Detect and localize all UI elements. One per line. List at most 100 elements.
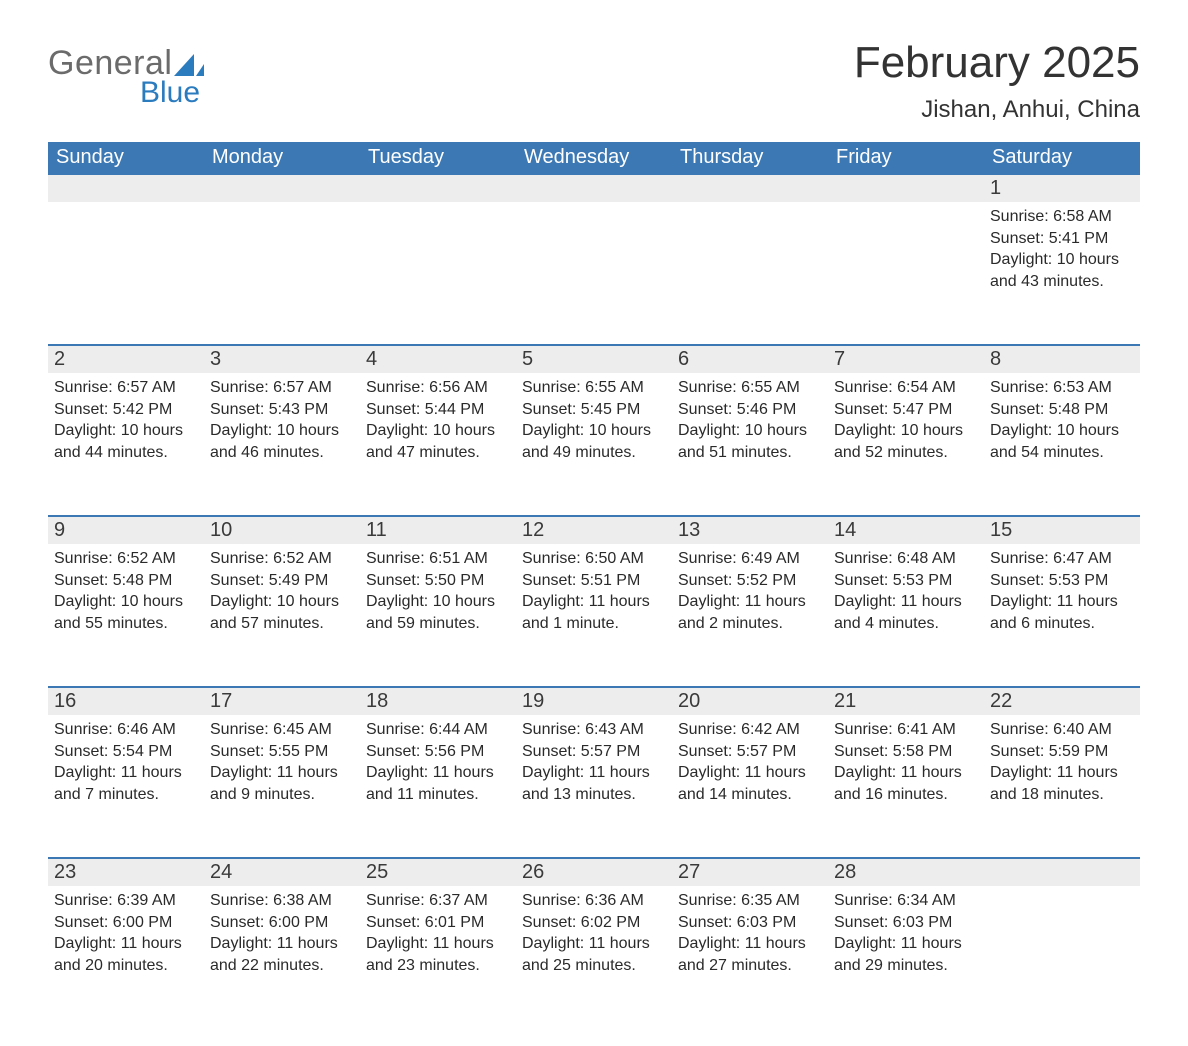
sunset-text: Sunset: 6:03 PM <box>678 912 822 934</box>
daylight-text: Daylight: 10 hours and 46 minutes. <box>210 420 354 463</box>
day-number-cell: 10 <box>204 516 360 544</box>
logo-word-2: Blue <box>140 78 204 108</box>
sunrise-text: Sunrise: 6:38 AM <box>210 890 354 912</box>
weekday-header: Wednesday <box>516 142 672 175</box>
logo-sail-icon <box>174 48 204 82</box>
day-detail-cell: Sunrise: 6:36 AMSunset: 6:02 PMDaylight:… <box>516 886 672 1006</box>
daylight-text: Daylight: 11 hours and 23 minutes. <box>366 933 510 976</box>
day-detail-cell: Sunrise: 6:43 AMSunset: 5:57 PMDaylight:… <box>516 715 672 858</box>
sunrise-text: Sunrise: 6:55 AM <box>522 377 666 399</box>
sunrise-text: Sunrise: 6:41 AM <box>834 719 978 741</box>
daylight-text: Daylight: 10 hours and 51 minutes. <box>678 420 822 463</box>
sunset-text: Sunset: 5:53 PM <box>834 570 978 592</box>
brand-logo: General Blue <box>48 40 204 108</box>
sunset-text: Sunset: 5:48 PM <box>990 399 1134 421</box>
day-number-cell: 21 <box>828 687 984 715</box>
day-number-cell <box>204 175 360 202</box>
daylight-text: Daylight: 11 hours and 4 minutes. <box>834 591 978 634</box>
day-number-cell: 19 <box>516 687 672 715</box>
sunrise-text: Sunrise: 6:53 AM <box>990 377 1134 399</box>
sunset-text: Sunset: 6:02 PM <box>522 912 666 934</box>
day-detail-cell: Sunrise: 6:49 AMSunset: 5:52 PMDaylight:… <box>672 544 828 687</box>
sunrise-text: Sunrise: 6:48 AM <box>834 548 978 570</box>
day-detail-row: Sunrise: 6:39 AM Sunset: 6:00 PM Daylight:… <box>48 886 1140 1006</box>
weekday-header: Sunday <box>48 142 204 175</box>
month-title: February 2025 <box>854 40 1140 86</box>
sunrise-text: Sunrise: 6:52 AM <box>54 548 198 570</box>
daylight-text: Daylight: 11 hours and 25 minutes. <box>522 933 666 976</box>
day-number-cell: 27 <box>672 858 828 886</box>
day-number-cell: 12 <box>516 516 672 544</box>
sunset-text: Sunset: 5:59 PM <box>990 741 1134 763</box>
day-detail-row: Sunrise: 6:52 AMSunset: 5:48 PMDaylight:… <box>48 544 1140 687</box>
daylight-text: Daylight: 10 hours and 59 minutes. <box>366 591 510 634</box>
day-detail-cell: Sunrise: 6:57 AMSunset: 5:42 PMDaylight:… <box>48 373 204 516</box>
day-number-cell <box>48 175 204 202</box>
day-number-cell: 17 <box>204 687 360 715</box>
day-number-cell: 26 <box>516 858 672 886</box>
daylight-text: Daylight: 11 hours and 9 minutes. <box>210 762 354 805</box>
sunrise-text: Sunrise: 6:39 AM <box>54 890 198 912</box>
sunset-text: Sunset: 5:56 PM <box>366 741 510 763</box>
day-detail-cell: Sunrise: 6:41 AMSunset: 5:58 PMDaylight:… <box>828 715 984 858</box>
day-detail-cell: Sunrise: 6:56 AMSunset: 5:44 PMDaylight:… <box>360 373 516 516</box>
day-number-cell: 5 <box>516 345 672 373</box>
sunrise-text: Sunrise: 6:49 AM <box>678 548 822 570</box>
day-number-cell: 6 <box>672 345 828 373</box>
sunset-text: Sunset: 5:42 PM <box>54 399 198 421</box>
day-number-row: 1 <box>48 175 1140 202</box>
sunset-text: Sunset: 5:53 PM <box>990 570 1134 592</box>
daylight-text: Daylight: 11 hours and 6 minutes. <box>990 591 1134 634</box>
daylight-text: Daylight: 10 hours and 43 minutes. <box>990 249 1134 292</box>
sunrise-text: Sunrise: 6:44 AM <box>366 719 510 741</box>
daylight-text: Daylight: 11 hours and 29 minutes. <box>834 933 978 976</box>
sunset-text: Sunset: 5:49 PM <box>210 570 354 592</box>
weekday-header: Tuesday <box>360 142 516 175</box>
day-number-row: 2345678 <box>48 345 1140 373</box>
weekday-header: Monday <box>204 142 360 175</box>
sunset-text: Sunset: 5:54 PM <box>54 741 198 763</box>
day-number-cell: 7 <box>828 345 984 373</box>
daylight-text: Daylight: 11 hours and 1 minute. <box>522 591 666 634</box>
sunset-text: Sunset: 5:47 PM <box>834 399 978 421</box>
daylight-text: Daylight: 11 hours and 18 minutes. <box>990 762 1134 805</box>
calendar-table: Sunday Monday Tuesday Wednesday Thursday… <box>48 142 1140 1006</box>
day-number-row: 16171819202122 <box>48 687 1140 715</box>
sunrise-text: Sunrise: 6:47 AM <box>990 548 1134 570</box>
day-number-cell: 22 <box>984 687 1140 715</box>
day-number-cell: 2 <box>48 345 204 373</box>
daylight-text: Daylight: 10 hours and 55 minutes. <box>54 591 198 634</box>
day-number-row: 232425262728 <box>48 858 1140 886</box>
title-block: February 2025 Jishan, Anhui, China <box>854 40 1140 124</box>
day-detail-cell: Sunrise: 6:57 AMSunset: 5:43 PMDaylight:… <box>204 373 360 516</box>
calendar-page: General Blue February 2025 Jishan, Anhui… <box>0 0 1188 1046</box>
sunrise-text: Sunrise: 6:46 AM <box>54 719 198 741</box>
day-detail-cell: Sunrise: 6:40 AMSunset: 5:59 PMDaylight:… <box>984 715 1140 858</box>
day-number-cell: 8 <box>984 345 1140 373</box>
sunset-text: Sunset: 6:00 PM <box>210 912 354 934</box>
day-detail-cell: Sunrise: 6:45 AMSunset: 5:55 PMDaylight:… <box>204 715 360 858</box>
sunset-text: Sunset: 5:41 PM <box>990 228 1134 250</box>
day-number-cell: 20 <box>672 687 828 715</box>
sunset-text: Sunset: 5:51 PM <box>522 570 666 592</box>
day-detail-cell <box>516 202 672 345</box>
day-number-cell: 23 <box>48 858 204 886</box>
sunrise-text: Sunrise: 6:34 AM <box>834 890 978 912</box>
day-number-cell: 4 <box>360 345 516 373</box>
weekday-header: Friday <box>828 142 984 175</box>
day-number-cell <box>516 175 672 202</box>
sunrise-text: Sunrise: 6:42 AM <box>678 719 822 741</box>
sunrise-text: Sunrise: 6:51 AM <box>366 548 510 570</box>
day-detail-cell: Sunrise: 6:46 AMSunset: 5:54 PMDaylight:… <box>48 715 204 858</box>
day-detail-cell: Sunrise: 6:37 AMSunset: 6:01 PMDaylight:… <box>360 886 516 1006</box>
day-detail-cell: Sunrise: 6:48 AMSunset: 5:53 PMDaylight:… <box>828 544 984 687</box>
day-detail-cell: Sunrise: 6:47 AMSunset: 5:53 PMDaylight:… <box>984 544 1140 687</box>
sunset-text: Sunset: 5:50 PM <box>366 570 510 592</box>
daylight-text: Daylight: 10 hours and 49 minutes. <box>522 420 666 463</box>
logo-word-1: General <box>48 44 172 82</box>
sunrise-text: Sunrise: 6:36 AM <box>522 890 666 912</box>
day-detail-row: Sunrise: 6:58 AMSunset: 5:41 PMDaylight:… <box>48 202 1140 345</box>
day-number-cell: 18 <box>360 687 516 715</box>
day-number-cell: 11 <box>360 516 516 544</box>
day-detail-cell: Sunrise: 6:52 AMSunset: 5:48 PMDaylight:… <box>48 544 204 687</box>
